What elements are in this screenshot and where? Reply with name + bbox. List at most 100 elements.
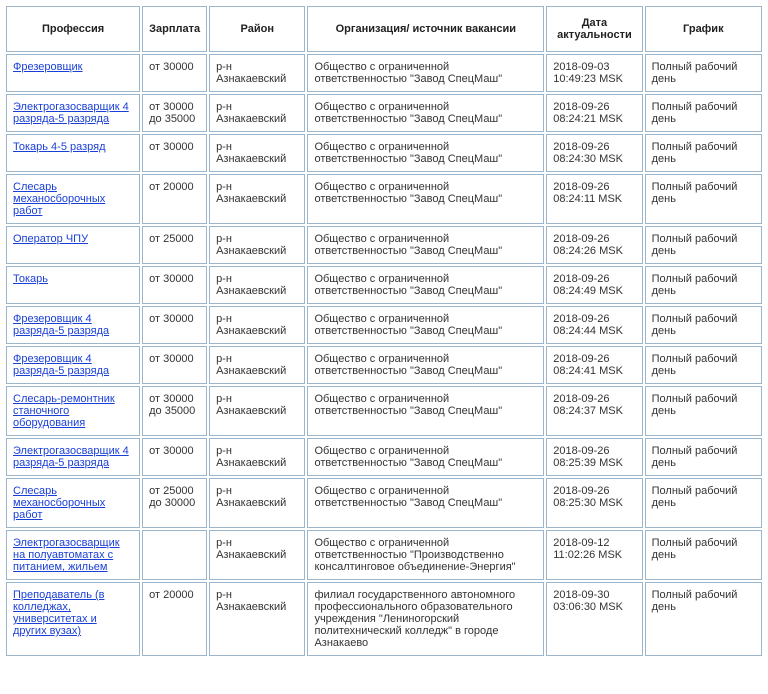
cell-salary xyxy=(142,530,207,580)
cell-date: 2018-09-03 10:49:23 MSK xyxy=(546,54,642,92)
cell-date: 2018-09-26 08:24:11 MSK xyxy=(546,174,642,224)
cell-org: Общество с ограниченной ответственностью… xyxy=(307,346,544,384)
table-row: Фрезеровщик 4 разряда-5 разряда от 30000р… xyxy=(6,306,762,344)
header-row: Профессия Зарплата Район Организация/ ис… xyxy=(6,6,762,52)
cell-salary: от 25000 до 30000 xyxy=(142,478,207,528)
table-row: Электрогазосварщик 4 разряда-5 разряда от… xyxy=(6,94,762,132)
profession-link[interactable]: Электрогазосварщик на полуавтоматах с пи… xyxy=(13,537,120,573)
profession-link[interactable]: Фрезеровщик 4 разряда-5 разряда xyxy=(13,313,109,337)
cell-salary: от 30000 xyxy=(142,438,207,476)
cell-schedule: Полный рабочий день xyxy=(645,266,762,304)
cell-date: 2018-09-30 03:06:30 MSK xyxy=(546,582,642,656)
cell-district: р-н Азнакаевский xyxy=(209,438,305,476)
vacancies-table: Профессия Зарплата Район Организация/ ис… xyxy=(4,4,764,658)
table-row: Фрезеровщик от 30000р-н АзнакаевскийОбщес… xyxy=(6,54,762,92)
header-schedule: График xyxy=(645,6,762,52)
cell-district: р-н Азнакаевский xyxy=(209,530,305,580)
cell-profession: Слесарь механосборочных работ xyxy=(6,174,140,224)
cell-org: Общество с ограниченной ответственностью… xyxy=(307,438,544,476)
profession-link[interactable]: Токарь xyxy=(13,273,48,285)
cell-profession: Слесарь-ремонтник станочного оборудовани… xyxy=(6,386,140,436)
header-date: Дата актуальности xyxy=(546,6,642,52)
header-profession: Профессия xyxy=(6,6,140,52)
cell-schedule: Полный рабочий день xyxy=(645,174,762,224)
profession-link[interactable]: Слесарь механосборочных работ xyxy=(13,485,105,521)
cell-district: р-н Азнакаевский xyxy=(209,306,305,344)
cell-district: р-н Азнакаевский xyxy=(209,54,305,92)
cell-district: р-н Азнакаевский xyxy=(209,174,305,224)
table-row: Токарь 4-5 разряд от 30000р-н Азнакаевски… xyxy=(6,134,762,172)
profession-link[interactable]: Фрезеровщик xyxy=(13,61,82,73)
cell-date: 2018-09-26 08:24:37 MSK xyxy=(546,386,642,436)
cell-date: 2018-09-26 08:24:41 MSK xyxy=(546,346,642,384)
cell-profession: Фрезеровщик xyxy=(6,54,140,92)
cell-profession: Фрезеровщик 4 разряда-5 разряда xyxy=(6,346,140,384)
cell-schedule: Полный рабочий день xyxy=(645,134,762,172)
cell-profession: Токарь 4-5 разряд xyxy=(6,134,140,172)
cell-profession: Электрогазосварщик 4 разряда-5 разряда xyxy=(6,94,140,132)
cell-org: Общество с ограниченной ответственностью… xyxy=(307,306,544,344)
cell-district: р-н Азнакаевский xyxy=(209,386,305,436)
table-row: Токарь от 30000р-н АзнакаевскийОбщество с… xyxy=(6,266,762,304)
cell-schedule: Полный рабочий день xyxy=(645,94,762,132)
cell-date: 2018-09-26 08:24:44 MSK xyxy=(546,306,642,344)
cell-date: 2018-09-26 08:24:30 MSK xyxy=(546,134,642,172)
table-row: Преподаватель (в колледжах, университета… xyxy=(6,582,762,656)
cell-district: р-н Азнакаевский xyxy=(209,582,305,656)
profession-link[interactable]: Электрогазосварщик 4 разряда-5 разряда xyxy=(13,445,129,469)
header-salary: Зарплата xyxy=(142,6,207,52)
cell-schedule: Полный рабочий день xyxy=(645,530,762,580)
cell-org: Общество с ограниченной ответственностью… xyxy=(307,134,544,172)
profession-link[interactable]: Слесарь-ремонтник станочного оборудовани… xyxy=(13,393,115,429)
cell-org: Общество с ограниченной ответственностью… xyxy=(307,266,544,304)
cell-schedule: Полный рабочий день xyxy=(645,386,762,436)
profession-link[interactable]: Преподаватель (в колледжах, университета… xyxy=(13,589,105,637)
profession-link[interactable]: Слесарь механосборочных работ xyxy=(13,181,105,217)
table-row: Электрогазосварщик на полуавтоматах с пи… xyxy=(6,530,762,580)
cell-district: р-н Азнакаевский xyxy=(209,226,305,264)
cell-profession: Электрогазосварщик 4 разряда-5 разряда xyxy=(6,438,140,476)
cell-salary: от 30000 xyxy=(142,266,207,304)
table-row: Слесарь механосборочных работ от 20000р-н… xyxy=(6,174,762,224)
cell-org: филиал государственного автономного проф… xyxy=(307,582,544,656)
profession-link[interactable]: Токарь 4-5 разряд xyxy=(13,141,106,153)
cell-org: Общество с ограниченной ответственностью… xyxy=(307,478,544,528)
cell-date: 2018-09-26 08:24:21 MSK xyxy=(546,94,642,132)
cell-schedule: Полный рабочий день xyxy=(645,226,762,264)
cell-district: р-н Азнакаевский xyxy=(209,346,305,384)
cell-schedule: Полный рабочий день xyxy=(645,478,762,528)
cell-profession: Преподаватель (в колледжах, университета… xyxy=(6,582,140,656)
cell-salary: от 20000 xyxy=(142,174,207,224)
profession-link[interactable]: Электрогазосварщик 4 разряда-5 разряда xyxy=(13,101,129,125)
profession-link[interactable]: Оператор ЧПУ xyxy=(13,233,88,245)
cell-date: 2018-09-26 08:25:30 MSK xyxy=(546,478,642,528)
cell-salary: от 30000 xyxy=(142,134,207,172)
cell-salary: от 30000 xyxy=(142,306,207,344)
cell-schedule: Полный рабочий день xyxy=(645,438,762,476)
cell-org: Общество с ограниченной ответственностью… xyxy=(307,530,544,580)
cell-salary: от 30000 xyxy=(142,54,207,92)
cell-date: 2018-09-26 08:24:26 MSK xyxy=(546,226,642,264)
cell-profession: Фрезеровщик 4 разряда-5 разряда xyxy=(6,306,140,344)
cell-profession: Оператор ЧПУ xyxy=(6,226,140,264)
cell-profession: Токарь xyxy=(6,266,140,304)
cell-org: Общество с ограниченной ответственностью… xyxy=(307,94,544,132)
cell-district: р-н Азнакаевский xyxy=(209,134,305,172)
profession-link[interactable]: Фрезеровщик 4 разряда-5 разряда xyxy=(13,353,109,377)
cell-salary: от 20000 xyxy=(142,582,207,656)
cell-salary: от 30000 до 35000 xyxy=(142,94,207,132)
cell-org: Общество с ограниченной ответственностью… xyxy=(307,226,544,264)
cell-district: р-н Азнакаевский xyxy=(209,478,305,528)
header-district: Район xyxy=(209,6,305,52)
cell-district: р-н Азнакаевский xyxy=(209,266,305,304)
cell-org: Общество с ограниченной ответственностью… xyxy=(307,174,544,224)
cell-schedule: Полный рабочий день xyxy=(645,346,762,384)
cell-org: Общество с ограниченной ответственностью… xyxy=(307,54,544,92)
cell-date: 2018-09-12 11:02:26 MSK xyxy=(546,530,642,580)
cell-date: 2018-09-26 08:24:49 MSK xyxy=(546,266,642,304)
cell-district: р-н Азнакаевский xyxy=(209,94,305,132)
cell-schedule: Полный рабочий день xyxy=(645,54,762,92)
cell-profession: Электрогазосварщик на полуавтоматах с пи… xyxy=(6,530,140,580)
table-row: Оператор ЧПУ от 25000р-н АзнакаевскийОбще… xyxy=(6,226,762,264)
cell-salary: от 25000 xyxy=(142,226,207,264)
